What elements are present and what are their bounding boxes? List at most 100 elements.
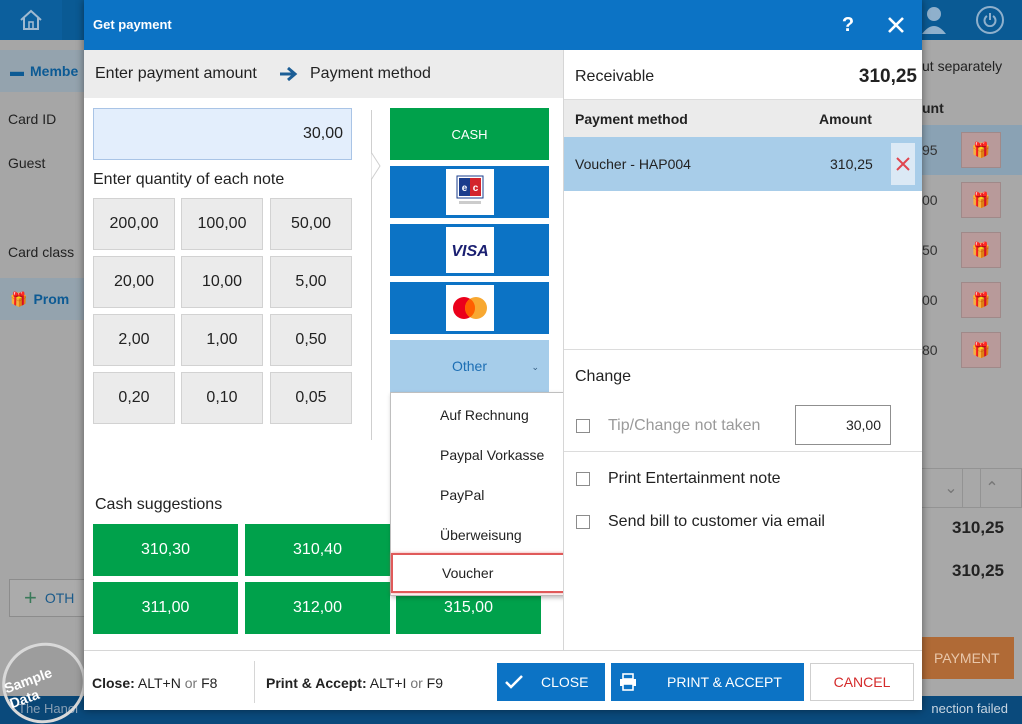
receivable-value: 310,25 (858, 66, 917, 87)
gift-icon: 🎁 (10, 290, 28, 307)
payment-amount-input[interactable] (93, 108, 352, 160)
payment-entry-pane: Enter payment amount Payment method Ente… (84, 50, 608, 650)
cash-button[interactable]: CASH (390, 108, 549, 160)
tip-input[interactable] (795, 405, 891, 445)
dropdown-item[interactable]: Auf Rechnung (440, 407, 529, 423)
amount-header: unt (922, 100, 944, 116)
card-class-label: Card class (8, 244, 75, 260)
close-icon[interactable] (883, 10, 909, 40)
divider (254, 661, 255, 703)
note-button[interactable]: 20,00 (93, 256, 175, 308)
cash-suggestion-button[interactable]: 310,40 (245, 524, 390, 576)
note-button[interactable]: 1,00 (181, 314, 263, 366)
pane-divider (371, 110, 372, 440)
bg-item-row[interactable]: 00 🎁 (922, 175, 1022, 225)
bg-payment-button[interactable]: PAYMENT (922, 637, 1014, 679)
step-bar: Enter payment amount Payment method (84, 50, 563, 98)
bg-left-panel: ▬ Membe Card ID Guest Card class 🎁 Prom (0, 40, 84, 724)
bg-other-button[interactable]: + OTH (9, 579, 89, 617)
amount-header: Amount (819, 111, 872, 127)
gift-icon[interactable]: 🎁 (961, 232, 1001, 268)
note-button[interactable]: 0,50 (270, 314, 352, 366)
connection-status: nection failed (931, 701, 1008, 716)
cash-suggestions-label: Cash suggestions (95, 496, 223, 513)
get-payment-dialog: Get payment ? Enter payment amount Payme… (84, 0, 922, 710)
printer-icon (620, 673, 636, 691)
print-entertainment-checkbox[interactable] (576, 472, 590, 486)
member-card-icon: ▬ (10, 63, 24, 79)
check-icon (505, 675, 523, 689)
gift-icon[interactable]: 🎁 (961, 282, 1001, 318)
note-button[interactable]: 5,00 (270, 256, 352, 308)
change-label: Change (575, 368, 632, 385)
note-button[interactable]: 0,20 (93, 372, 175, 424)
tip-label: Tip/Change not taken (608, 417, 761, 434)
visa-card-button[interactable]: VISA (390, 224, 549, 276)
svg-text:VISA: VISA (451, 243, 488, 258)
other-payment-button[interactable]: Other ⌄ (390, 340, 549, 392)
table-row[interactable]: Voucher - HAP004 310,25 (564, 137, 922, 191)
gift-icon[interactable]: 🎁 (961, 132, 1001, 168)
chevron-down-icon: ⌄ (531, 362, 539, 372)
print-entertainment-label: Print Entertainment note (608, 470, 781, 487)
payment-method-header: Payment method (575, 111, 688, 127)
power-icon[interactable] (976, 6, 1004, 34)
svg-text:e: e (461, 183, 467, 194)
note-button[interactable]: 2,00 (93, 314, 175, 366)
print-accept-button[interactable]: PRINT & ACCEPT (611, 663, 804, 701)
bg-item-row[interactable]: 95 🎁 (922, 125, 1022, 175)
send-bill-label: Send bill to customer via email (608, 513, 825, 530)
bg-right-panel: ut separately unt 95 🎁 00 🎁 50 🎁 00 🎁 80 🎁 ⌄ … (921, 40, 1022, 696)
close-button[interactable]: CLOSE (497, 663, 605, 701)
dropdown-item[interactable]: Paypal Vorkasse (440, 447, 545, 463)
home-icon[interactable] (0, 0, 62, 40)
guest-label: Guest (8, 155, 46, 171)
note-button[interactable]: 0,05 (270, 372, 352, 424)
step-payment-method[interactable]: Payment method (310, 65, 431, 82)
payment-amount-cell: 310,25 (830, 156, 873, 172)
cash-suggestion-button[interactable]: 312,00 (245, 582, 390, 634)
promo-section-header: 🎁 Prom (0, 278, 84, 320)
dropdown-item[interactable]: Überweisung (440, 527, 522, 543)
bg-total-1: 310,25 (952, 518, 1004, 537)
note-button[interactable]: 50,00 (270, 198, 352, 250)
dropdown-item[interactable]: PayPal (440, 487, 485, 503)
scroll-up-button[interactable]: ⌃ (962, 468, 1022, 508)
bg-total-2: 310,25 (952, 561, 1004, 580)
cash-suggestion-button[interactable]: 310,30 (93, 524, 238, 576)
member-section-header: ▬ Membe (0, 50, 84, 92)
payment-summary-pane: Receivable 310,25 Payment method Amount … (563, 50, 922, 650)
receivable-label: Receivable (575, 68, 655, 85)
send-bill-checkbox[interactable] (576, 515, 590, 529)
svg-text:c: c (472, 183, 478, 194)
payment-method-cell: Voucher - HAP004 (575, 156, 691, 172)
dialog-footer: Close: ALT+N or F8 Print & Accept: ALT+I… (84, 650, 922, 710)
user-icon[interactable] (918, 4, 950, 36)
bg-item-row[interactable]: 00 🎁 (922, 275, 1022, 325)
mastercard-button[interactable] (390, 282, 549, 334)
bg-item-row[interactable]: 80 🎁 (922, 325, 1022, 375)
receivable-row: Receivable 310,25 (564, 50, 922, 100)
mastercard-icon (445, 285, 494, 331)
gift-icon[interactable]: 🎁 (961, 182, 1001, 218)
bg-item-row[interactable]: 50 🎁 (922, 225, 1022, 275)
divider (564, 349, 922, 350)
close-shortcut-hint: Close: ALT+N or F8 (92, 675, 218, 691)
note-button[interactable]: 100,00 (181, 198, 263, 250)
delete-icon[interactable] (891, 143, 915, 185)
card-id-label: Card ID (8, 111, 57, 127)
help-icon[interactable]: ? (841, 13, 855, 36)
tip-checkbox[interactable] (576, 419, 590, 433)
note-button[interactable]: 200,00 (93, 198, 175, 250)
step-enter-amount[interactable]: Enter payment amount (95, 65, 257, 82)
cash-suggestion-button[interactable]: 311,00 (93, 582, 238, 634)
note-button[interactable]: 10,00 (181, 256, 263, 308)
arrow-right-icon (280, 66, 298, 82)
pay-separately-label: ut separately (922, 58, 1003, 74)
cancel-button[interactable]: CANCEL (810, 663, 914, 701)
gift-icon[interactable]: 🎁 (961, 332, 1001, 368)
note-button[interactable]: 0,10 (181, 372, 263, 424)
payments-table-header: Payment method Amount (564, 100, 922, 137)
